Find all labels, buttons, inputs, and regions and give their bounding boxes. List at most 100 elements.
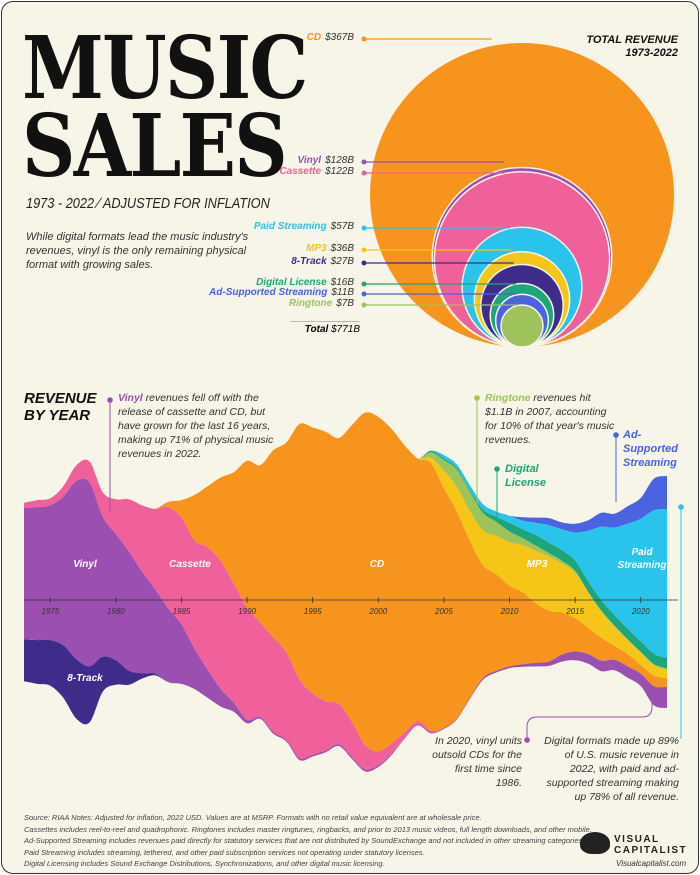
leader-dot <box>361 36 367 42</box>
bubble-label-digital-license: Digital License $16B <box>256 277 354 288</box>
format-value: $16B <box>330 277 354 288</box>
leader-dot <box>361 247 367 253</box>
format-name: Digital License <box>256 277 327 288</box>
vinyl-note: revenues fell off with the release of ca… <box>118 392 274 460</box>
total-value: $771B <box>331 324 360 335</box>
brand-line-1: VISUAL <box>614 834 660 845</box>
vinyl-2020-annotation: In 2020, vinyl units outsold CDs for the… <box>432 735 522 789</box>
format-name: Ad-Supported Streaming <box>209 287 328 298</box>
footnote: Cassettes includes reel-to-reel and quad… <box>24 824 592 834</box>
streamgraph: 1975 1980 1985 1990 1995 2000 2005 2010 2015 2020… <box>24 395 684 772</box>
layer-label-cassette: Cassette <box>169 559 211 570</box>
total-revenue-bubbles <box>361 36 674 348</box>
stream-layer-vinyl <box>24 478 667 772</box>
bubble-label-8-track: 8-Track $27B <box>291 256 354 267</box>
annotation-dot <box>524 737 530 743</box>
source-note: Source: RIAA Notes: Adjusted for inflati… <box>24 813 482 822</box>
bubble-label-ad-supported-streaming: Ad-Supported Streaming $11B <box>209 287 354 298</box>
x-tick-label: 1975 <box>41 607 59 616</box>
leader-dot <box>361 225 367 231</box>
format-value: $7B <box>336 298 354 309</box>
format-name: MP3 <box>306 243 327 254</box>
x-tick-label: 1980 <box>107 607 125 616</box>
format-name: Cassette <box>279 166 322 177</box>
layer-label-paid: Paid <box>631 547 653 558</box>
x-tick-label: 2005 <box>434 607 453 616</box>
rby-title-1: REVENUE <box>24 390 97 407</box>
year-range: 1973 - 2022 <box>26 195 95 212</box>
divider <box>290 321 360 322</box>
ad-supported-annotation: Ad-Supported Streaming <box>623 429 678 469</box>
leader-dot <box>361 170 367 176</box>
footnote: Digital Licensing includes Sound Exchang… <box>24 859 385 868</box>
layer-label-vinyl: Vinyl <box>73 559 97 570</box>
leader-dot <box>361 159 367 165</box>
layer-label-paid: Streaming <box>618 560 667 571</box>
total-label: Total <box>304 324 329 335</box>
format-name: 8-Track <box>291 256 327 267</box>
leader-dot <box>361 302 367 308</box>
ringtone-key: Ringtone <box>485 392 531 404</box>
bubble-label-vinyl: Vinyl $128B <box>298 155 354 166</box>
format-name: CD <box>306 32 322 43</box>
annotation-line <box>526 692 653 740</box>
annotation-dot <box>474 395 480 401</box>
x-tick-label: 2000 <box>368 607 387 616</box>
format-value: $122B <box>325 166 354 177</box>
format-name: Ringtone <box>288 298 333 309</box>
rby-title-2: BY YEAR <box>24 407 91 424</box>
vinyl-key: Vinyl <box>118 392 143 404</box>
vinyl-annotation: Vinyl revenues fell off with the release… <box>118 391 278 461</box>
format-value: $367B <box>325 32 354 43</box>
format-name: Vinyl <box>297 155 322 166</box>
x-tick-label: 2010 <box>500 607 519 616</box>
layer-label-eight_track: 8-Track <box>67 673 103 684</box>
format-value: $11B <box>331 287 354 298</box>
bubble-label-cd: CD $367B <box>307 32 354 43</box>
format-value: $57B <box>330 221 354 232</box>
x-tick-label: 2015 <box>565 607 584 616</box>
stream-layer-cd <box>24 412 667 752</box>
x-tick-label: 2020 <box>631 607 650 616</box>
stream-layer-ad-supported-streaming <box>24 412 667 533</box>
leader-dot <box>361 291 367 297</box>
format-name: Paid Streaming <box>253 221 327 232</box>
website-link[interactable]: Visualcapitalist.com <box>616 859 687 868</box>
digital-2022-annotation: Digital formats made up 89% of U.S. musi… <box>544 735 679 803</box>
ringtone-note: revenues hit $1.1B in 2007, accounting f… <box>485 392 615 446</box>
annotation-dot <box>107 397 113 403</box>
layer-label-cd: CD <box>370 559 384 570</box>
x-tick-label: 1990 <box>238 607 256 616</box>
stream-layer-paid-streaming <box>24 412 667 659</box>
x-tick-label: 1985 <box>173 607 191 616</box>
total-revenue-title-1: TOTAL REVENUE <box>586 34 678 46</box>
layer-label-mp3: MP3 <box>527 559 548 570</box>
bubble-label-cassette: Cassette $122B <box>279 166 354 177</box>
format-value: $128B <box>325 155 354 166</box>
leader-dot <box>361 281 367 287</box>
description: While digital formats lead the music ind… <box>26 231 249 271</box>
revenue-by-year-title: REVENUE BY YEAR <box>24 390 97 424</box>
subtitle: 1973 - 2022 ∕ ADJUSTED FOR INFLATION <box>26 195 270 212</box>
total-revenue-title: TOTAL REVENUE 1973-2022 <box>586 34 678 60</box>
footer-notes: Source: RIAA Notes: Adjusted for inflati… <box>24 812 592 870</box>
annotation-dot <box>678 504 684 510</box>
inflation-note: ADJUSTED FOR INFLATION <box>102 195 270 212</box>
stream-layer-digital-license <box>24 412 667 669</box>
title-line-1: MUSIC <box>22 18 308 119</box>
format-value: $36B <box>330 243 354 254</box>
bubble-label-mp3: MP3 $36B <box>306 243 354 254</box>
brand-line-2: CAPITALIST <box>614 845 688 856</box>
brand-name: VISUAL CAPITALIST <box>614 834 687 856</box>
total-row: Total $771B <box>242 324 360 335</box>
annotation-dot <box>613 432 619 438</box>
needle-icon: ∕ <box>97 195 100 212</box>
annotation-dot <box>494 466 500 472</box>
footnote: Ad-Supported Streaming includes revenues… <box>24 836 585 845</box>
total-revenue-title-2: 1973-2022 <box>625 47 678 59</box>
title-line-2: SALES <box>22 96 288 197</box>
format-value: $27B <box>330 256 354 267</box>
bubble-label-ringtone: Ringtone $7B <box>289 298 354 309</box>
digital-license-annotation: Digital License <box>505 463 546 489</box>
